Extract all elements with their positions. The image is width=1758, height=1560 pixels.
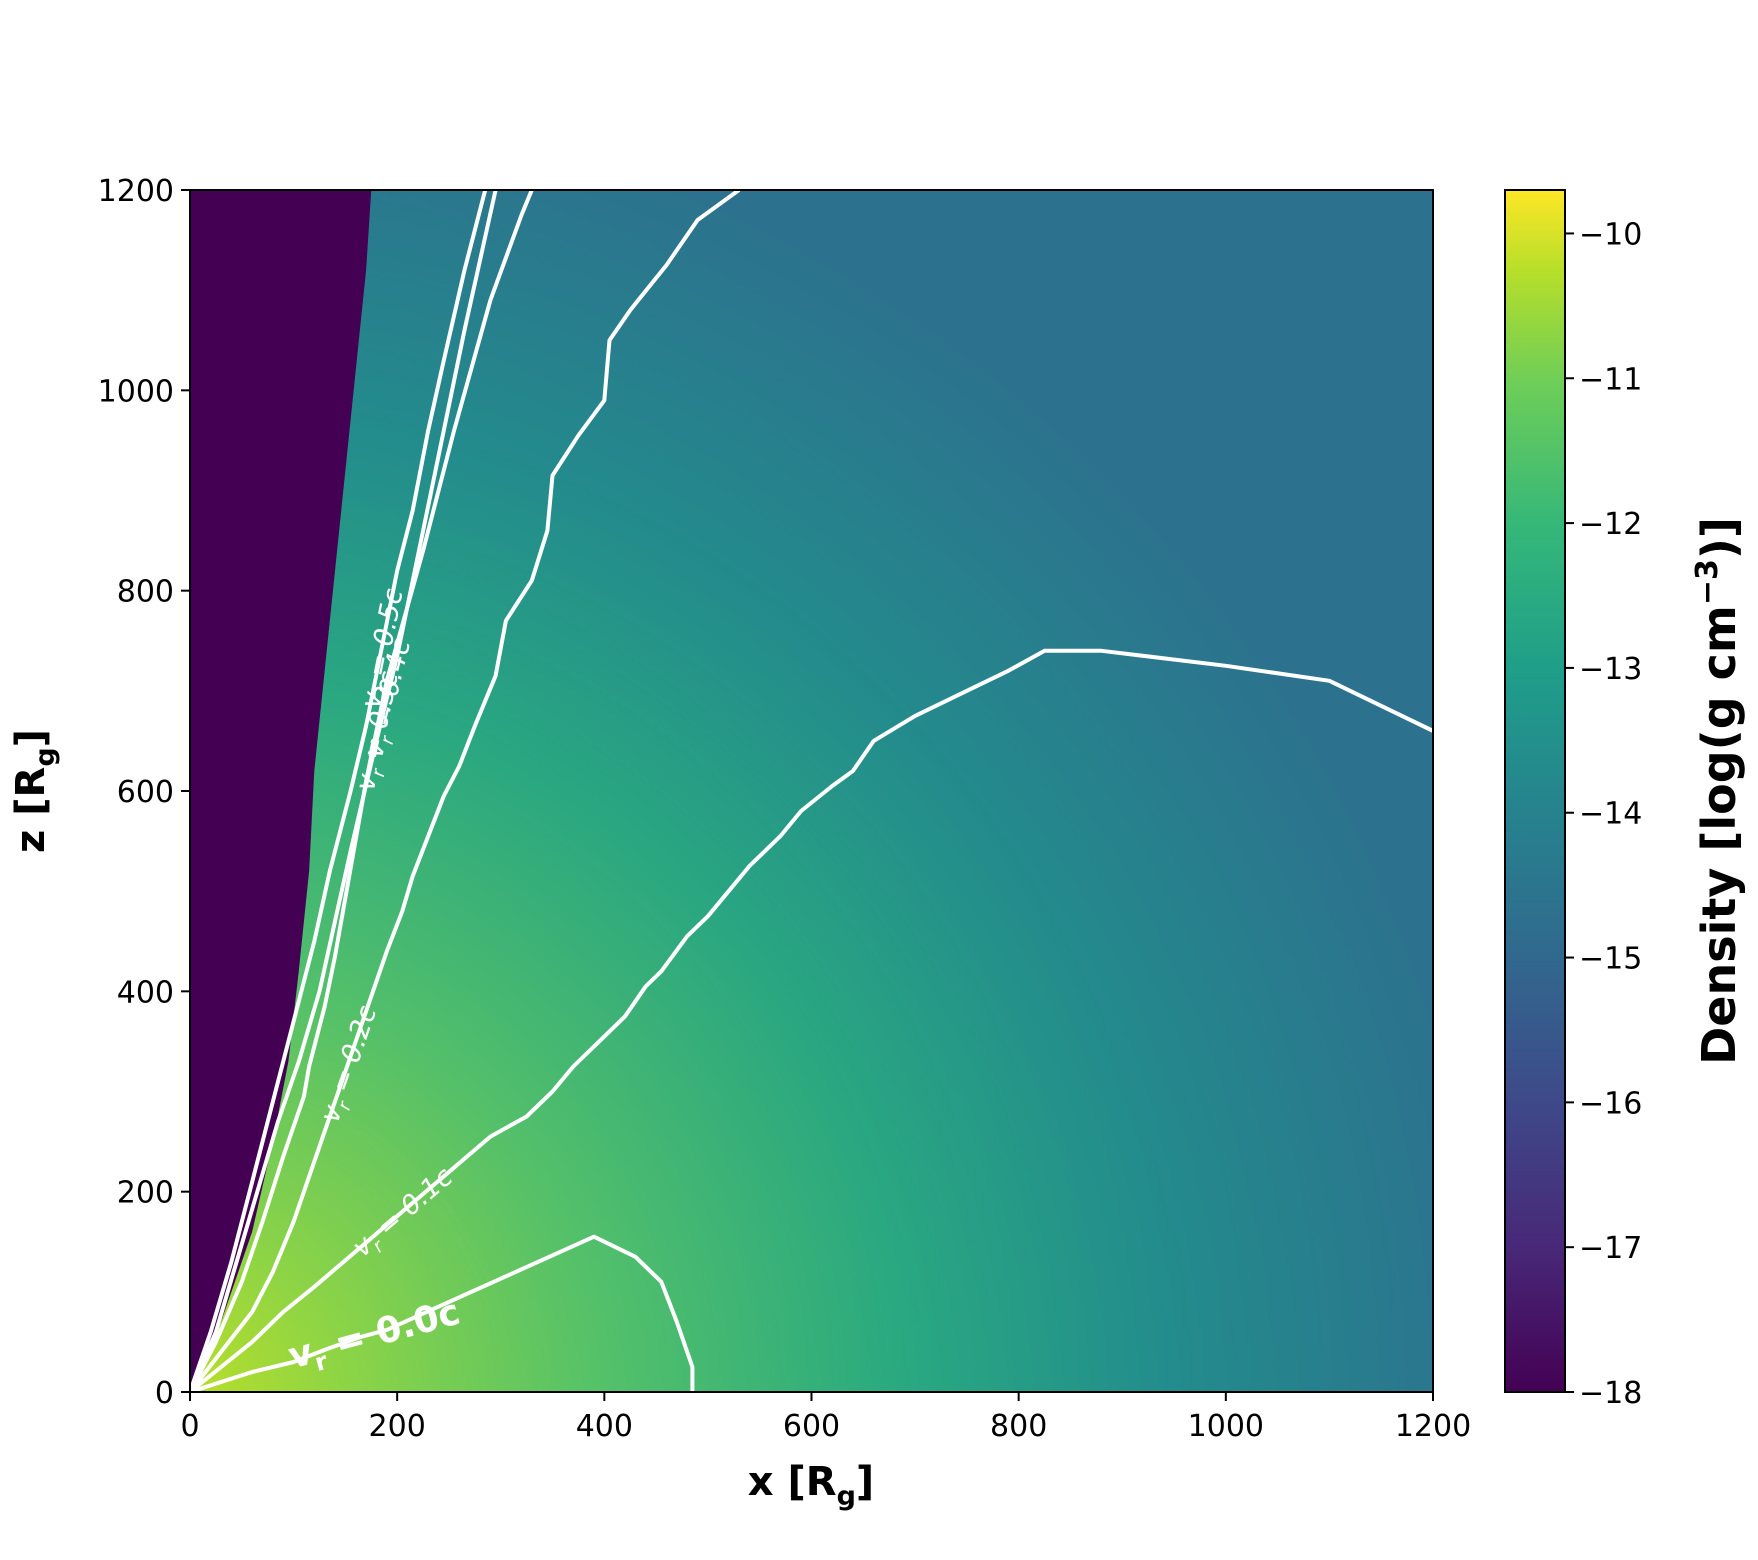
colorbar-label: Density [log(g cm−3)] <box>1690 517 1746 1065</box>
density-field-shade <box>190 190 1433 1392</box>
contour-line-0.3c <box>190 190 534 1392</box>
x-tick-label: 600 <box>783 1409 840 1444</box>
colorbar-tick-label: −11 <box>1579 362 1642 397</box>
y-tick-label: 800 <box>117 575 174 610</box>
colorbar-tick-label: −12 <box>1579 507 1642 542</box>
x-tick-label: 800 <box>990 1409 1047 1444</box>
x-tick-label: 1200 <box>1395 1409 1471 1444</box>
contour-line-0.0c <box>190 1234 695 1392</box>
y-axis-ticks: 0 200 400 600 800 1000 1200 <box>98 174 190 1411</box>
x-tick-label: 0 <box>180 1409 199 1444</box>
velocity-contours <box>190 190 1433 1392</box>
colorbar-tick-label: −16 <box>1579 1086 1642 1121</box>
jet-funnel-region <box>190 190 372 1392</box>
y-axis-label: z [Rg] <box>8 729 61 853</box>
x-tick-label: 200 <box>369 1409 426 1444</box>
y-tick-label: 200 <box>117 1176 174 1211</box>
colorbar-tick-label: −18 <box>1579 1376 1642 1411</box>
y-tick-label: 1000 <box>98 374 174 409</box>
colorbar-tick-label: −17 <box>1579 1231 1642 1266</box>
colorbar-ticks: −18 −17 −16 −15 −14 −13 −12 −11 −10 <box>1565 217 1642 1411</box>
colorbar-tick-label: −14 <box>1579 797 1642 832</box>
colorbar <box>1504 189 1566 1393</box>
x-axis-ticks: 0 200 400 600 800 1000 1200 <box>180 1392 1471 1444</box>
x-axis-label: x [Rg] <box>748 1459 874 1512</box>
contour-line-0.1c <box>190 648 1433 1392</box>
contour-line-0.4c <box>190 190 498 1392</box>
contour-line-0.2c <box>190 190 741 1392</box>
y-tick-label: 600 <box>117 775 174 810</box>
x-tick-label: 1000 <box>1188 1409 1264 1444</box>
y-tick-label: 0 <box>155 1376 174 1411</box>
y-tick-label: 1200 <box>98 174 174 209</box>
x-tick-label: 400 <box>576 1409 633 1444</box>
colorbar-tick-label: −10 <box>1579 217 1642 252</box>
colorbar-tick-label: −15 <box>1579 942 1642 977</box>
contour-line-0.5c <box>190 190 488 1392</box>
y-tick-label: 400 <box>117 975 174 1010</box>
colorbar-tick-label: −13 <box>1579 652 1642 687</box>
